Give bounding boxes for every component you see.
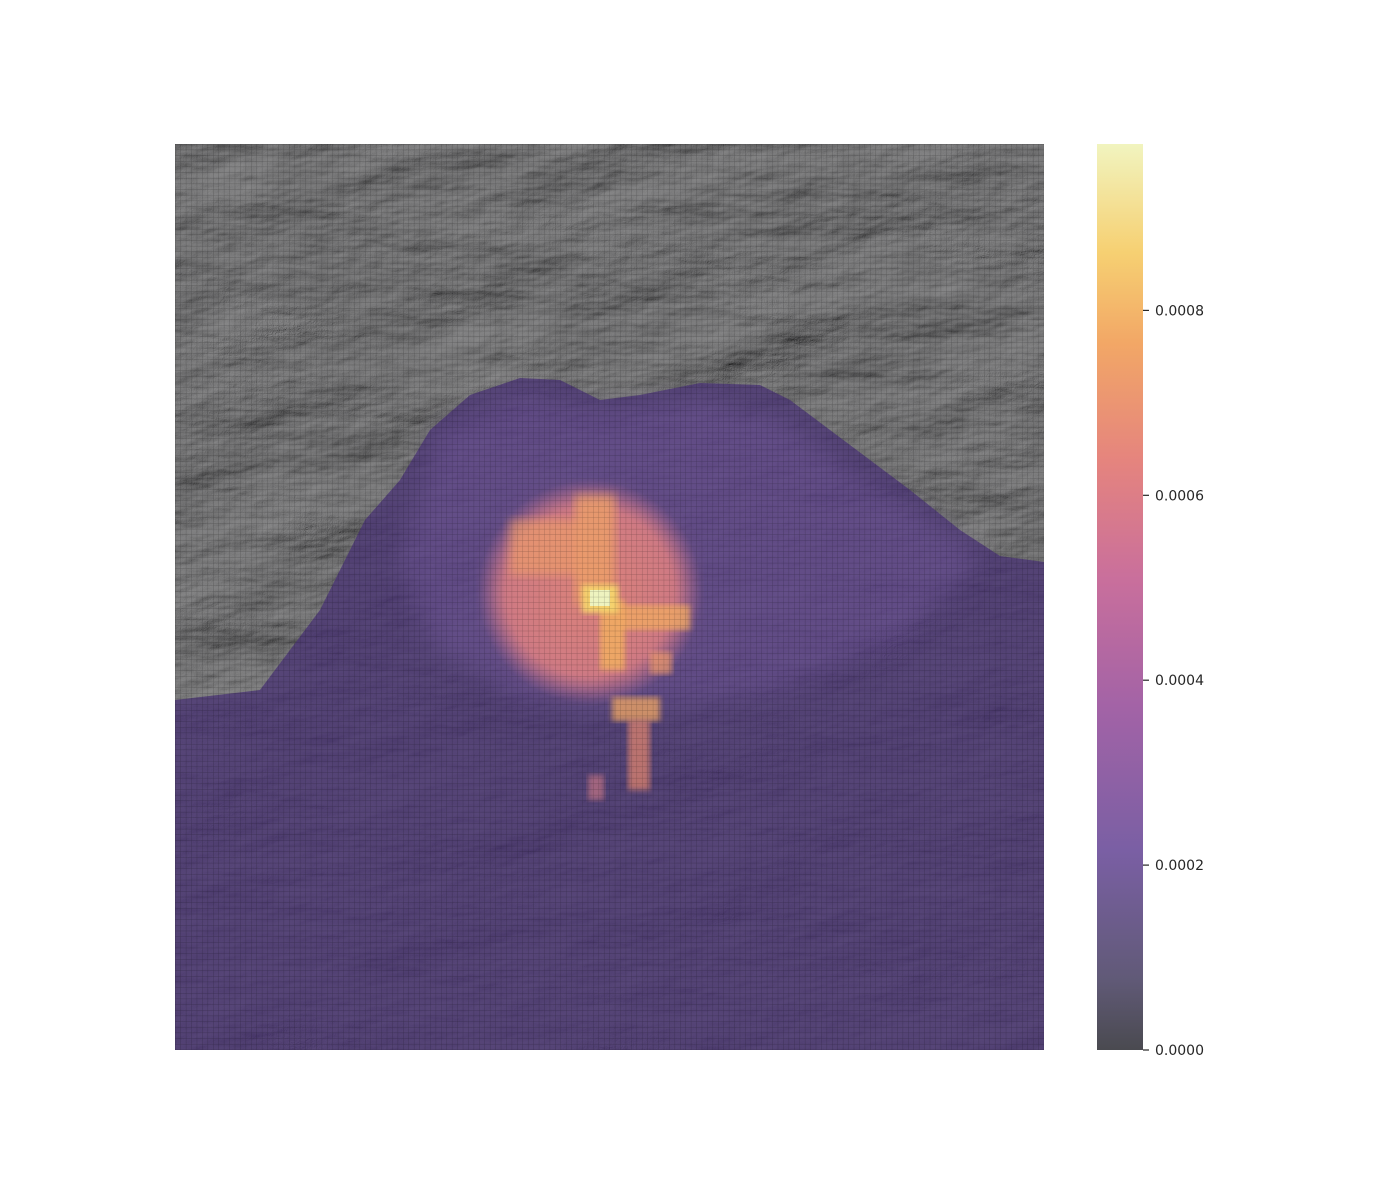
grid-overlay: [175, 144, 1044, 1050]
colorbar-tick-label: 0.0000: [1155, 1043, 1204, 1059]
colorbar-ticks: 0.0000 0.0002 0.0004 0.0006 0.0008: [1143, 303, 1204, 1059]
colorbar-gradient: [1097, 144, 1143, 1050]
heatmap-plot-area: [175, 144, 1044, 1050]
colorbar-tick-label: 0.0004: [1155, 673, 1204, 689]
colorbar-tick-label: 0.0002: [1155, 858, 1204, 874]
colorbar: 0.0000 0.0002 0.0004 0.0006 0.0008: [1097, 144, 1204, 1059]
colorbar-tick-label: 0.0008: [1155, 303, 1204, 319]
colorbar-tick-label: 0.0006: [1155, 488, 1204, 504]
